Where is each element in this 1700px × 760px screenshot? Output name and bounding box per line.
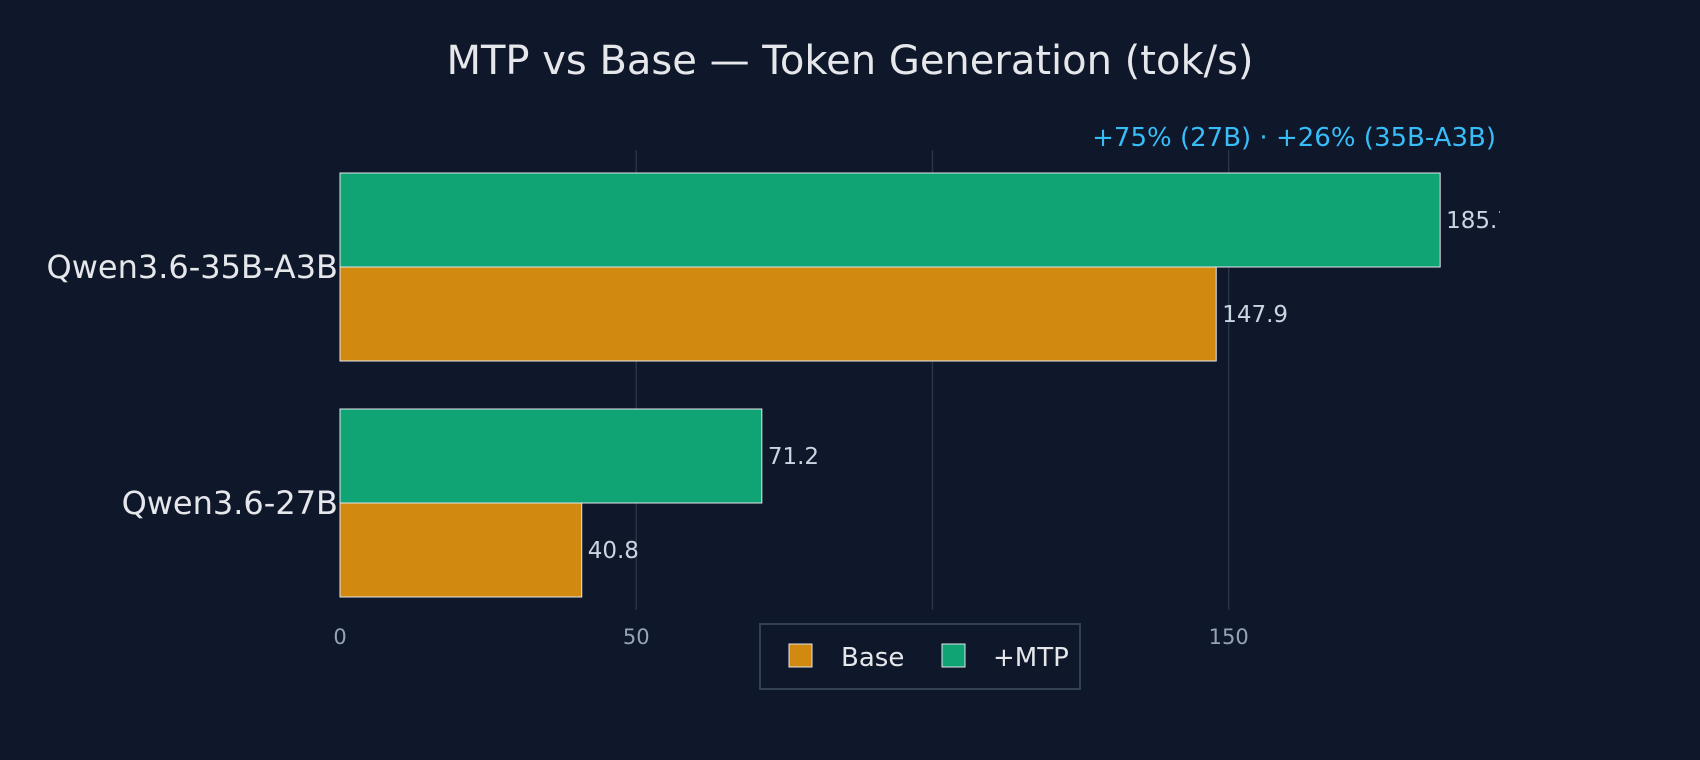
value-label-mtp-1: 71.2 bbox=[768, 444, 819, 470]
bars bbox=[339, 172, 1441, 598]
bar-base-1 bbox=[339, 502, 583, 598]
x-tick-label-0: 0 bbox=[333, 625, 346, 649]
legend-swatch-base bbox=[788, 643, 813, 668]
chart-annotation: +75% (27B) · +26% (35B-A3B) bbox=[1092, 123, 1496, 153]
category-labels: Qwen3.6-35B-A3B Qwen3.6-27B bbox=[47, 248, 338, 522]
category-label-0: Qwen3.6-35B-A3B bbox=[47, 248, 338, 286]
legend-label-base: Base bbox=[841, 643, 904, 673]
chart-title: MTP vs Base — Token Generation (tok/s) bbox=[446, 38, 1253, 84]
bar-base-0 bbox=[339, 266, 1217, 362]
value-label-mtp-0: 185.7 bbox=[1446, 208, 1512, 234]
legend-label-mtp: +MTP bbox=[993, 643, 1069, 673]
bar-mtp-1 bbox=[339, 408, 763, 504]
legend-swatch-mtp bbox=[941, 643, 966, 668]
value-label-base-0: 147.9 bbox=[1222, 302, 1288, 328]
value-label-base-1: 40.8 bbox=[588, 538, 639, 564]
value-labels: 185.7 147.9 71.2 40.8 bbox=[588, 208, 1512, 564]
bar-mtp-0 bbox=[339, 172, 1441, 268]
category-label-1: Qwen3.6-27B bbox=[122, 484, 338, 522]
legend-box bbox=[759, 623, 1081, 690]
x-tick-label-1: 50 bbox=[623, 625, 650, 649]
legend: Base +MTP bbox=[759, 623, 1081, 690]
x-tick-label-3: 150 bbox=[1209, 625, 1249, 649]
